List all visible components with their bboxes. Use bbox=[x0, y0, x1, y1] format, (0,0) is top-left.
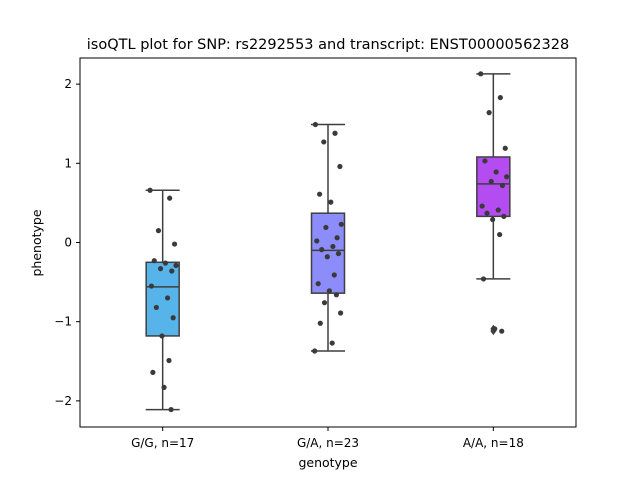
y-axis: −2 −1 0 1 2 bbox=[54, 77, 80, 408]
data-point bbox=[504, 174, 510, 180]
data-point bbox=[486, 110, 492, 116]
x-tick-label: G/A, n=23 bbox=[297, 436, 359, 450]
data-point bbox=[497, 94, 503, 101]
data-point bbox=[159, 333, 165, 339]
box-group bbox=[310, 121, 346, 354]
y-tick-label: 2 bbox=[64, 77, 72, 91]
data-point bbox=[147, 187, 153, 193]
data-point bbox=[490, 216, 496, 223]
data-point bbox=[324, 254, 330, 260]
data-point bbox=[150, 369, 156, 375]
data-point bbox=[499, 182, 506, 189]
data-point bbox=[338, 310, 344, 316]
y-axis-label: phenotype bbox=[29, 209, 44, 276]
y-tick-label: 1 bbox=[64, 156, 72, 170]
data-point bbox=[166, 357, 172, 364]
data-point bbox=[492, 326, 498, 332]
data-point bbox=[151, 258, 157, 264]
data-point bbox=[148, 283, 155, 289]
data-point bbox=[493, 169, 499, 175]
box-group bbox=[145, 187, 180, 413]
data-point bbox=[331, 272, 337, 278]
data-point bbox=[326, 288, 332, 294]
data-point bbox=[482, 158, 488, 164]
data-point bbox=[335, 250, 342, 257]
data-point bbox=[479, 203, 485, 209]
data-point bbox=[155, 228, 162, 234]
x-axis: G/G, n=17 G/A, n=23 A/A, n=18 bbox=[131, 427, 524, 450]
box-iqr bbox=[145, 261, 180, 337]
data-point bbox=[170, 315, 176, 321]
data-point bbox=[169, 268, 175, 274]
y-tick-label: −1 bbox=[54, 315, 72, 329]
data-point bbox=[167, 195, 173, 201]
y-tick-label: −2 bbox=[54, 394, 72, 408]
data-point bbox=[478, 71, 484, 77]
data-point bbox=[319, 247, 325, 253]
data-point bbox=[323, 224, 329, 231]
data-point bbox=[337, 163, 343, 170]
data-point bbox=[499, 328, 505, 334]
y-tick-label: 0 bbox=[64, 236, 72, 250]
data-point bbox=[315, 281, 321, 287]
data-point bbox=[157, 266, 164, 272]
x-tick-label: G/G, n=17 bbox=[131, 436, 194, 450]
data-point bbox=[329, 340, 335, 346]
x-tick-label: A/A, n=18 bbox=[463, 436, 524, 450]
data-point bbox=[312, 348, 318, 354]
data-point bbox=[321, 139, 327, 145]
data-point bbox=[161, 384, 167, 391]
data-point bbox=[317, 191, 323, 197]
data-point bbox=[173, 262, 179, 269]
data-point bbox=[330, 243, 336, 250]
data-point bbox=[321, 300, 328, 306]
chart-title: isoQTL plot for SNP: rs2292553 and trans… bbox=[87, 37, 569, 53]
data-point bbox=[495, 207, 501, 213]
x-axis-label: genotype bbox=[298, 455, 357, 470]
data-point bbox=[171, 241, 178, 247]
data-point bbox=[338, 221, 344, 227]
data-point bbox=[162, 260, 169, 266]
box-group bbox=[476, 71, 511, 336]
data-point bbox=[312, 121, 318, 128]
data-point bbox=[502, 145, 508, 151]
data-point bbox=[497, 231, 503, 238]
data-point bbox=[334, 235, 340, 241]
data-point bbox=[317, 320, 323, 326]
data-point bbox=[484, 210, 490, 216]
data-point bbox=[333, 292, 339, 298]
data-point bbox=[488, 178, 494, 185]
data-point bbox=[332, 130, 338, 136]
data-point bbox=[480, 276, 487, 282]
plot-area bbox=[145, 71, 511, 413]
data-point bbox=[328, 199, 334, 205]
data-point bbox=[153, 304, 159, 311]
data-point bbox=[314, 238, 320, 244]
data-point bbox=[168, 406, 174, 413]
data-point bbox=[501, 213, 507, 219]
data-point bbox=[164, 295, 171, 301]
